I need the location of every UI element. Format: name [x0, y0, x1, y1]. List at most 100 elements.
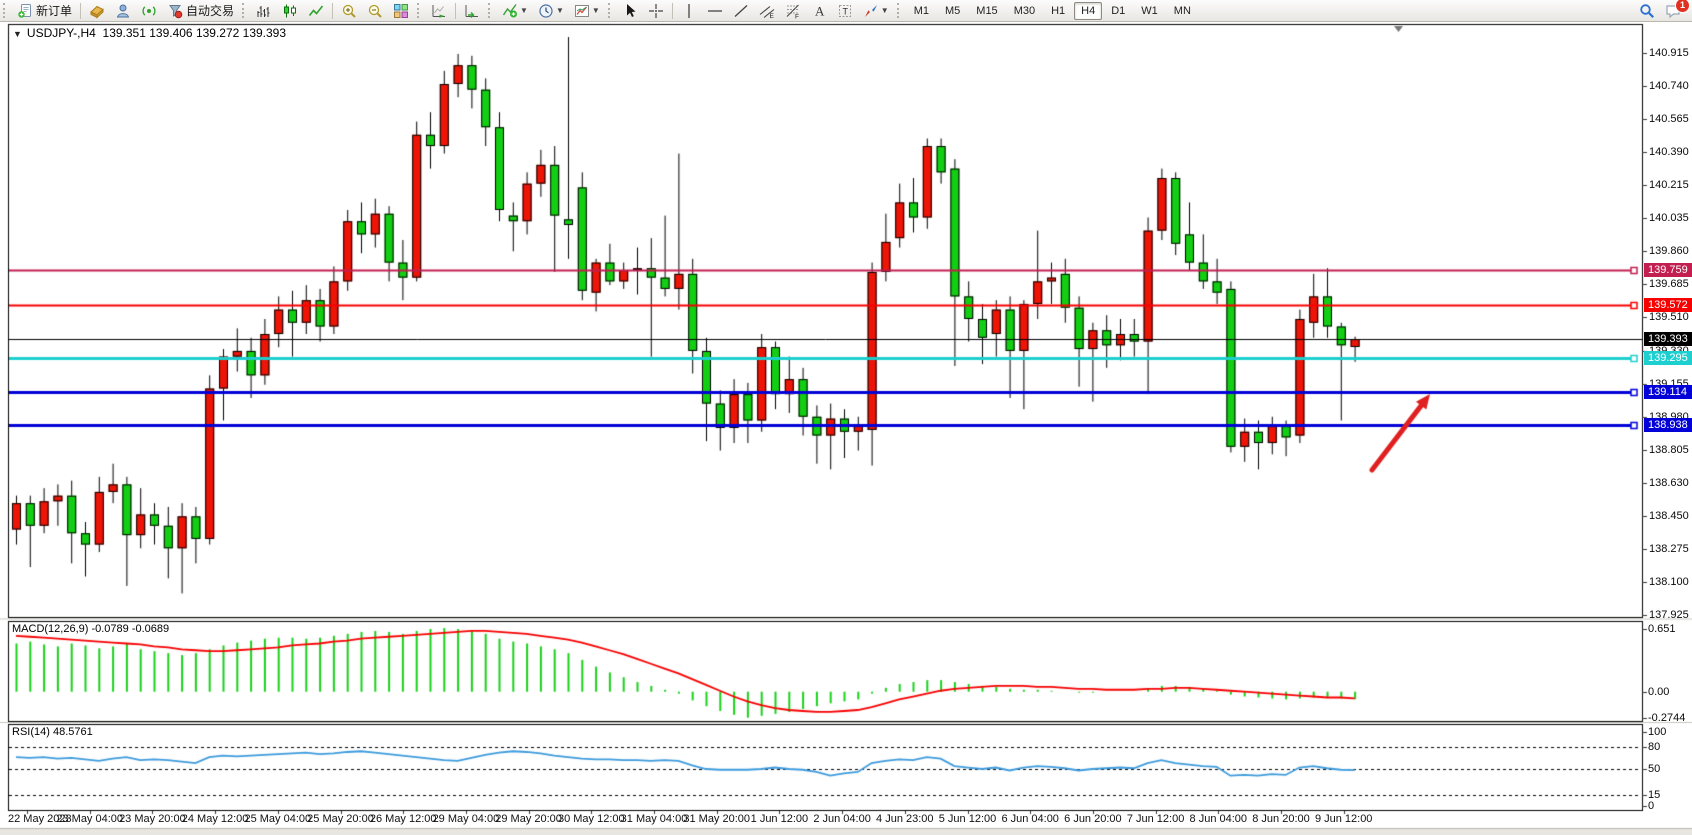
- timeframe-m15-button[interactable]: M15: [976, 4, 998, 17]
- bars-icon: [257, 5, 270, 17]
- price-tick-label: 140.035: [1649, 212, 1689, 224]
- timeframe-m5-button[interactable]: M5: [945, 4, 961, 17]
- timeframe-m1-button[interactable]: M1: [913, 4, 929, 17]
- bar-chart-button[interactable]: [252, 0, 276, 21]
- periods-button[interactable]: ▼: [534, 0, 568, 21]
- styles-icon: [90, 5, 104, 19]
- autotrade-icon: [169, 4, 183, 18]
- crosshair-button[interactable]: [644, 0, 668, 21]
- rsi-panel[interactable]: [8, 724, 1642, 810]
- clock-icon: [539, 3, 553, 18]
- chart-shift-button[interactable]: [460, 0, 484, 21]
- toolbar-grip[interactable]: [417, 3, 422, 18]
- toolbar-grip[interactable]: [896, 3, 902, 18]
- timeframe-w1-button[interactable]: W1: [1141, 4, 1158, 17]
- dropdown-arrow-icon[interactable]: ▼: [591, 6, 600, 15]
- toolbar-grip[interactable]: [607, 3, 613, 18]
- auto-scroll-button[interactable]: [427, 0, 451, 21]
- autoscroll-icon: [432, 4, 446, 18]
- date-label: 2 Jun 04:00: [813, 813, 871, 825]
- price-line-label: 138.938: [1644, 418, 1692, 432]
- date-label: 23 May 04:00: [56, 813, 124, 825]
- timeframe-d1-button[interactable]: D1: [1111, 4, 1126, 17]
- macd-label: MACD(12,26,9) -0.0789 -0.0689: [12, 623, 170, 635]
- chat-button[interactable]: 1: [1661, 0, 1689, 21]
- chart-title: ▼ USDJPY-,H4 139.351 139.406 139.272 139.…: [13, 26, 286, 40]
- timeframe-m30-button[interactable]: M30: [1013, 4, 1036, 17]
- date-label: 31 May 20:00: [683, 813, 751, 825]
- price-line-label: 139.295: [1644, 351, 1692, 365]
- date-label: 29 May 20:00: [495, 813, 562, 825]
- channel-icon: E: [759, 5, 774, 19]
- date-label: 29 May 04:00: [432, 813, 500, 825]
- dropdown-arrow-icon[interactable]: ▼: [520, 6, 528, 15]
- rsi-label: RSI(14) 48.5761: [12, 726, 93, 738]
- chart-ohlc-values: 139.351 139.406 139.272 139.393: [102, 26, 287, 40]
- vertical-line-button[interactable]: [677, 0, 701, 21]
- styles-button[interactable]: [85, 0, 109, 21]
- equidistant-channel-button[interactable]: E: [755, 0, 779, 21]
- toolbar-separator: [671, 2, 673, 19]
- crosshair-icon: [648, 3, 663, 18]
- signals-icon: [142, 5, 156, 16]
- toolbar-separator: [455, 2, 457, 19]
- community-button[interactable]: [111, 0, 135, 21]
- timeframe-h1-button[interactable]: H1: [1051, 4, 1066, 17]
- trendline-button[interactable]: [729, 0, 753, 21]
- date-axis[interactable]: [8, 811, 1642, 829]
- price-tick-label: 138.450: [1649, 510, 1689, 522]
- zoom-out-button[interactable]: [363, 0, 387, 21]
- dropdown-arrow-icon[interactable]: ▼: [555, 6, 564, 15]
- templates-button[interactable]: ▼: [570, 0, 604, 21]
- timeframe-mn-button[interactable]: MN: [1173, 4, 1191, 17]
- zoom-in-button[interactable]: [337, 0, 361, 21]
- arrows-button[interactable]: ▼: [859, 0, 893, 21]
- autotrade-button[interactable]: 自动交易: [163, 0, 238, 21]
- rsi-axis-label: 50: [1648, 763, 1661, 775]
- chart-collapse-icon[interactable]: ▼: [13, 29, 22, 39]
- text-label-button[interactable]: T: [833, 0, 857, 21]
- toolbar-separator: [80, 2, 82, 19]
- autotrade-button-label: 自动交易: [186, 4, 235, 18]
- new-order-button-label: 新订单: [36, 4, 73, 18]
- toolbar-grip[interactable]: [3, 3, 8, 18]
- text-button[interactable]: A: [807, 0, 831, 21]
- price-axis[interactable]: [1643, 24, 1692, 810]
- rsi-axis-label: 15: [1648, 789, 1661, 801]
- text-a-icon: A: [815, 3, 825, 18]
- arrows-icon: [864, 4, 877, 17]
- price-tick-label: 138.630: [1649, 477, 1689, 489]
- trendline-icon: [734, 4, 748, 17]
- search-button[interactable]: [1635, 0, 1659, 21]
- cursor-button[interactable]: [618, 0, 642, 21]
- toolbar-grip[interactable]: [242, 3, 247, 18]
- indicators-button[interactable]: ▼: [498, 0, 532, 21]
- date-label: 5 Jun 12:00: [938, 813, 997, 825]
- candle-chart-button[interactable]: [278, 0, 302, 21]
- zoom-in-icon: [342, 4, 356, 18]
- text-t-icon: T: [838, 4, 851, 17]
- price-tick-label: 140.915: [1649, 47, 1689, 59]
- signals-button[interactable]: [137, 0, 161, 21]
- vline-icon: [688, 3, 690, 18]
- line-chart-button[interactable]: [304, 0, 328, 21]
- price-line-label: 139.114: [1644, 385, 1692, 399]
- macd-axis-label: 0.00: [1648, 686, 1670, 698]
- search-icon: [1640, 3, 1654, 18]
- date-label: 30 May 12:00: [557, 813, 625, 825]
- dropdown-arrow-icon[interactable]: ▼: [880, 6, 889, 15]
- new-order-button[interactable]: 新订单: [13, 0, 76, 21]
- fibonacci-button[interactable]: F: [781, 0, 805, 21]
- price-line-label: 139.393: [1644, 332, 1692, 346]
- price-tick-label: 137.925: [1649, 609, 1689, 621]
- toolbar-grip[interactable]: [488, 3, 493, 18]
- price-line-label: 139.572: [1644, 298, 1692, 312]
- tile-windows-button[interactable]: [389, 0, 413, 21]
- horizontal-line-button[interactable]: [703, 0, 727, 21]
- tiles-icon: [394, 3, 409, 18]
- date-label: 7 Jun 12:00: [1126, 813, 1185, 825]
- macd-panel[interactable]: [8, 621, 1642, 721]
- timeframe-h4-button[interactable]: H4: [1074, 1, 1103, 20]
- main-chart-panel[interactable]: [8, 24, 1642, 617]
